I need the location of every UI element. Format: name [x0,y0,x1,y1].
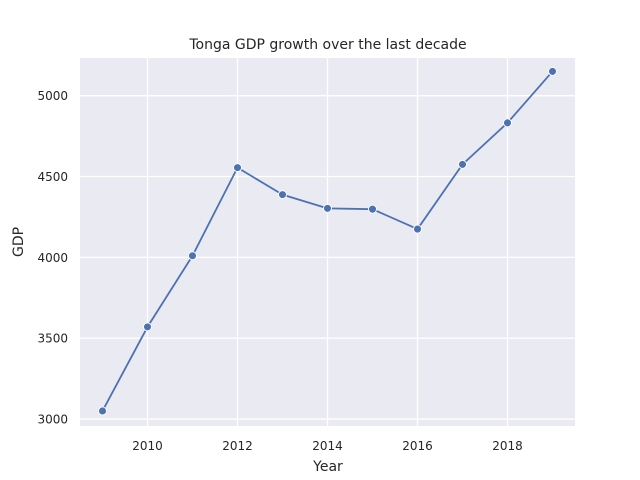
y-tick-label: 3500 [37,332,68,346]
y-tick-label: 4500 [37,170,68,184]
data-point [98,406,107,416]
data-point [368,204,377,214]
y-tick-label: 3000 [37,413,68,427]
chart-title: Tonga GDP growth over the last decade [188,37,466,53]
data-point [458,159,467,169]
x-tick-label: 2012 [222,439,253,453]
grid-lines [80,58,575,426]
x-tick-label: 2010 [132,439,163,453]
data-point [548,66,557,76]
x-axis-label: Year [312,459,343,475]
x-axis-ticks: 2010 2012 2014 2016 2018 [132,439,523,453]
x-tick-label: 2014 [312,439,343,453]
series-layer [98,66,557,416]
data-point [323,203,332,213]
data-point [188,251,197,261]
data-point [278,190,287,200]
x-tick-label: 2016 [402,439,433,453]
data-point [233,163,242,173]
y-tick-label: 5000 [37,89,68,103]
y-axis-ticks: 3000 3500 4000 4500 5000 [37,89,68,426]
data-point [503,118,512,128]
y-tick-label: 4000 [37,251,68,265]
y-axis-label: GDP [11,227,27,257]
data-point [413,224,422,234]
data-point [143,322,152,332]
x-tick-label: 2018 [492,439,523,453]
